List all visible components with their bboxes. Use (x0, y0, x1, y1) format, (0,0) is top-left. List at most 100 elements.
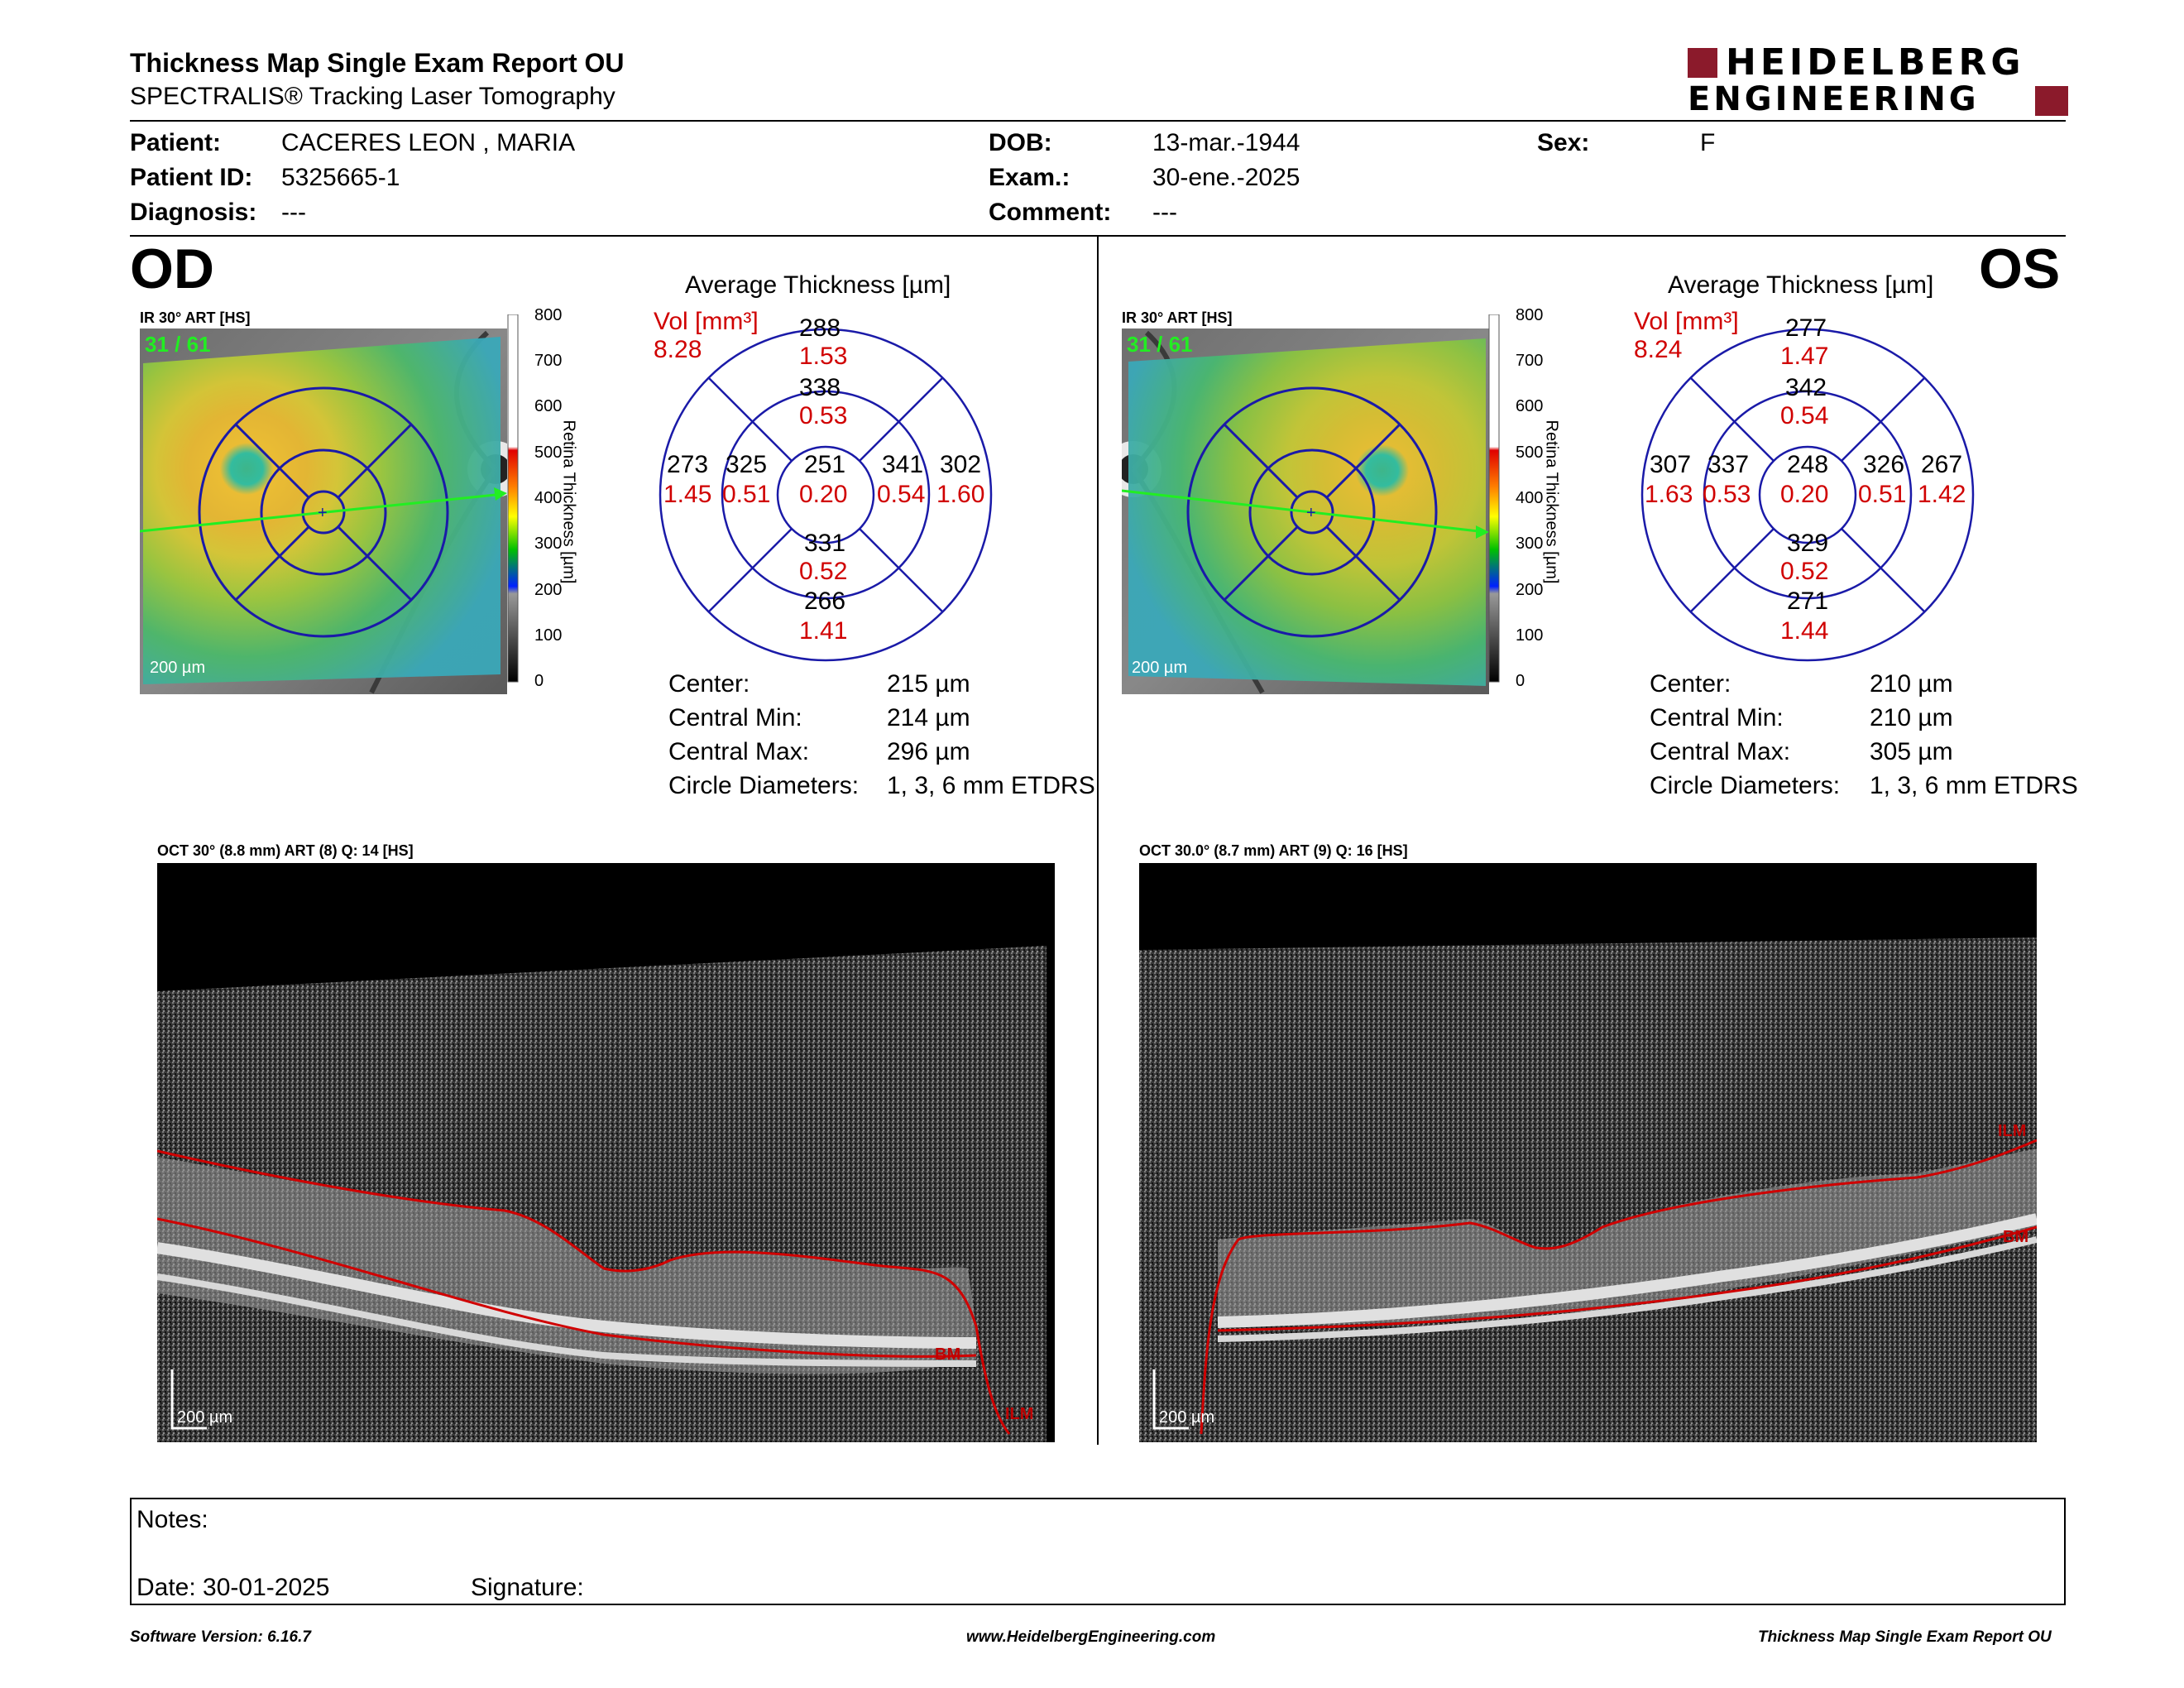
od-outer-right-thickness: 302 (940, 451, 982, 478)
od-inner-sup-volume: 0.53 (799, 402, 848, 429)
od-tick-700: 700 (534, 352, 563, 370)
od-frames-text: 31 / 61 (145, 332, 211, 357)
od-colorbar-title: Retina Thickness [µm] (559, 420, 578, 584)
od-stat-label-diam: Circle Diameters: (668, 772, 860, 799)
sex-label: Sex: (1537, 129, 1590, 156)
svg-text:+: + (318, 504, 328, 522)
od-outer-sup-volume: 1.53 (799, 343, 848, 370)
os-inner-inf-volume: 0.52 (1780, 558, 1829, 585)
os-frames-text: 31 / 61 (1127, 332, 1193, 357)
eye-os-label: OS (1979, 237, 2061, 300)
os-inner-left-thickness: 337 (1707, 451, 1750, 478)
od-center-thickness: 251 (804, 451, 846, 478)
os-tick-200: 200 (1516, 581, 1544, 599)
os-center-thickness: 248 (1787, 451, 1829, 478)
os-outer-left-thickness: 307 (1650, 451, 1692, 478)
od-etdrs-grid (659, 328, 993, 662)
od-ilm-label: ILM (1005, 1405, 1033, 1423)
report-subtitle: SPECTRALIS® Tracking Laser Tomography (130, 83, 615, 110)
os-tick-500: 500 (1516, 444, 1544, 462)
od-oct-label: OCT 30° (8.8 mm) ART (8) Q: 14 [HS] (157, 842, 414, 859)
od-inner-inf-volume: 0.52 (799, 558, 848, 585)
od-inner-inf-thickness: 331 (804, 530, 846, 557)
od-outer-left-volume: 1.45 (663, 481, 712, 508)
os-stat-value-min: 210 µm (1870, 704, 1953, 731)
heidelberg-logo: HEIDELBERG ENGINEERING (1688, 45, 2068, 119)
os-oct-label: OCT 30.0° (8.7 mm) ART (9) Q: 16 [HS] (1139, 842, 1408, 859)
os-outer-sup-volume: 1.47 (1780, 343, 1829, 370)
os-outer-inf-volume: 1.44 (1780, 617, 1829, 645)
od-outer-left-thickness: 273 (667, 451, 709, 478)
sex-value: F (1700, 129, 1716, 156)
logo-line-2: ENGINEERING (1688, 80, 1980, 118)
header-rule-bottom (130, 235, 2066, 237)
od-tick-400: 400 (534, 489, 563, 507)
exam-value: 30-ene.-2025 (1152, 164, 1300, 191)
os-inner-left-volume: 0.53 (1703, 481, 1751, 508)
os-stat-value-max: 305 µm (1870, 738, 1953, 765)
os-tick-400: 400 (1516, 489, 1544, 507)
os-bm-label: BM (2003, 1228, 2028, 1246)
od-scale-text: 200 µm (150, 659, 205, 677)
exam-label: Exam.: (989, 164, 1070, 191)
footer-website: www.HeidelbergEngineering.com (966, 1628, 1216, 1646)
od-stat-value-min: 214 µm (887, 704, 970, 731)
comment-label: Comment: (989, 199, 1112, 226)
os-tick-800: 800 (1516, 306, 1544, 324)
od-stat-value-diam: 1, 3, 6 mm ETDRS (887, 772, 1095, 799)
dob-label: DOB: (989, 129, 1052, 156)
od-bm-label: BM (935, 1345, 960, 1364)
od-avg-title: Average Thickness [µm] (685, 271, 951, 299)
os-colorbar (1488, 314, 1500, 683)
od-stat-label-max: Central Max: (668, 738, 810, 765)
report-title: Thickness Map Single Exam Report OU (130, 48, 625, 78)
os-inner-inf-thickness: 329 (1787, 530, 1829, 557)
dob-value: 13-mar.-1944 (1152, 129, 1300, 156)
notes-date: Date: 30-01-2025 (136, 1574, 330, 1601)
notes-box: Notes: Date: 30-01-2025 Signature: (130, 1498, 2066, 1605)
od-tick-200: 200 (534, 581, 563, 599)
patient-name: CACERES LEON , MARIA (281, 129, 576, 156)
os-tick-0: 0 (1516, 672, 1525, 690)
os-inner-sup-volume: 0.54 (1780, 402, 1829, 429)
od-inner-left-thickness: 325 (726, 451, 768, 478)
patient-id-label: Patient ID: (130, 164, 253, 191)
diagnosis-label: Diagnosis: (130, 199, 257, 226)
os-vol-total: 8.24 (1634, 336, 1683, 363)
od-tick-500: 500 (534, 444, 563, 462)
os-fundus-map: 31 / 61 200 µm + (1122, 328, 1489, 694)
svg-text:+: + (1306, 504, 1316, 522)
os-center-volume: 0.20 (1780, 481, 1829, 508)
od-outer-inf-volume: 1.41 (799, 617, 848, 645)
od-stat-value-center: 215 µm (887, 670, 970, 698)
os-stat-label-min: Central Min: (1650, 704, 1784, 731)
center-divider (1097, 237, 1099, 1445)
od-tick-300: 300 (534, 535, 563, 553)
os-outer-right-volume: 1.42 (1918, 481, 1966, 508)
od-ir-label: IR 30° ART [HS] (140, 309, 251, 326)
od-center-volume: 0.20 (799, 481, 848, 508)
os-tick-100: 100 (1516, 626, 1544, 645)
footer-software-version: Software Version: 6.16.7 (130, 1628, 311, 1646)
diagnosis-value: --- (281, 199, 306, 226)
od-tick-0: 0 (534, 672, 544, 690)
od-tick-800: 800 (534, 306, 563, 324)
od-oct-scale: 200 µm (177, 1408, 232, 1427)
os-stat-label-max: Central Max: (1650, 738, 1791, 765)
eye-od-label: OD (130, 237, 214, 300)
notes-signature: Signature: (471, 1574, 584, 1601)
od-inner-right-volume: 0.54 (877, 481, 926, 508)
os-oct-bscan: ILM BM 200 µm (1139, 863, 2037, 1442)
os-outer-left-volume: 1.63 (1645, 481, 1693, 508)
os-outer-sup-thickness: 277 (1785, 314, 1827, 342)
os-tick-300: 300 (1516, 535, 1544, 553)
os-colorbar-title: Retina Thickness [µm] (1542, 420, 1561, 584)
od-vol-total: 8.28 (654, 336, 702, 363)
od-vol-label: Vol [mm³] (654, 308, 759, 335)
os-tick-600: 600 (1516, 397, 1544, 415)
od-oct-bscan: BM ILM 200 µm (157, 863, 1055, 1442)
os-vol-label: Vol [mm³] (1634, 308, 1739, 335)
os-etdrs-grid (1640, 328, 1975, 662)
patient-label: Patient: (130, 129, 222, 156)
od-inner-left-volume: 0.51 (722, 481, 771, 508)
